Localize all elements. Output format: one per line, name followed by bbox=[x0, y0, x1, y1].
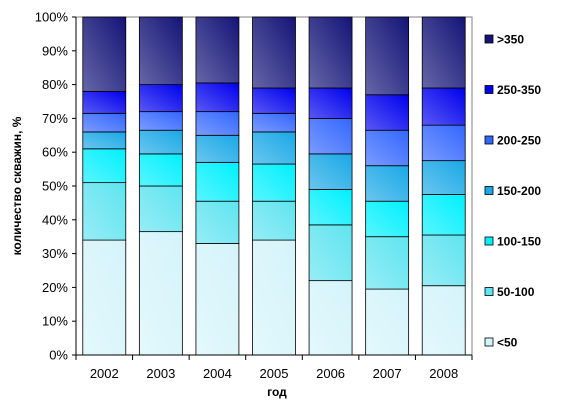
bar-2008-100-150 bbox=[421, 194, 466, 236]
x-tick-label: 2004 bbox=[203, 366, 232, 381]
bar-2002-<50 bbox=[82, 239, 127, 356]
bar-2002-250-350 bbox=[82, 90, 127, 114]
bar-2006-250-350 bbox=[308, 87, 353, 119]
legend-swatch bbox=[484, 337, 494, 347]
bar-2003-150-200 bbox=[138, 129, 183, 155]
bar-2003-250-350 bbox=[138, 84, 183, 113]
bar-2008->350 bbox=[421, 16, 466, 89]
bar-2008-250-350 bbox=[421, 87, 466, 126]
bar-2006-200-250 bbox=[308, 118, 353, 155]
y-tick-label: 50% bbox=[42, 179, 68, 194]
bar-2002-50-100 bbox=[82, 182, 127, 241]
bar-2007-100-150 bbox=[365, 200, 410, 238]
bar-2005->350 bbox=[252, 16, 296, 89]
bar-2002->350 bbox=[82, 16, 127, 92]
bar-2003-50-100 bbox=[138, 185, 183, 233]
bar-2003-100-150 bbox=[138, 153, 183, 187]
bar-2005-50-100 bbox=[252, 200, 296, 241]
bar-2007->350 bbox=[365, 16, 410, 96]
bar-2008-50-100 bbox=[421, 234, 466, 287]
bar-2007-<50 bbox=[365, 288, 410, 356]
bar-2004-<50 bbox=[195, 243, 240, 356]
bar-2004-200-250 bbox=[195, 111, 240, 136]
legend-label: 150-200 bbox=[497, 184, 541, 198]
x-axis-title: год bbox=[267, 385, 287, 399]
bar-2002-100-150 bbox=[82, 148, 127, 184]
y-tick-label: 70% bbox=[42, 111, 68, 126]
y-tick-label: 90% bbox=[42, 43, 68, 58]
x-axis: 2002 2003 2004 2005 2006 2007 2008 bbox=[75, 354, 473, 381]
x-tick-label: 2005 bbox=[260, 366, 289, 381]
bar-2002-200-250 bbox=[82, 112, 127, 133]
bar-2004-150-200 bbox=[195, 134, 240, 163]
bar-2007-50-100 bbox=[365, 236, 410, 290]
legend: >350 250-350 200-250 150-200 100-150 50-100 <5… bbox=[484, 33, 541, 350]
y-tick-label: 0% bbox=[49, 348, 68, 363]
bar-2004-50-100 bbox=[195, 200, 240, 244]
bar-2004->350 bbox=[195, 16, 240, 84]
y-tick-label: 10% bbox=[42, 314, 68, 329]
bar-2007-250-350 bbox=[365, 94, 410, 131]
x-tick-label: 2002 bbox=[90, 366, 119, 381]
bar-2003-<50 bbox=[138, 231, 183, 356]
legend-swatch bbox=[484, 34, 494, 44]
legend-label: 250-350 bbox=[497, 83, 541, 97]
legend-label: 100-150 bbox=[497, 235, 541, 249]
bar-2004-100-150 bbox=[195, 161, 240, 202]
bar-2006-150-200 bbox=[308, 153, 353, 190]
legend-label: <50 bbox=[497, 336, 518, 350]
bar-2008-<50 bbox=[421, 285, 466, 356]
legend-swatch bbox=[484, 287, 494, 296]
legend-swatch bbox=[484, 135, 494, 145]
bar-2004-250-350 bbox=[195, 82, 240, 113]
bar-2003->350 bbox=[138, 16, 183, 85]
bar-2007-200-250 bbox=[365, 129, 410, 167]
bar-2007-150-200 bbox=[365, 165, 410, 202]
y-axis: 0% 10% 20% 30% 40% 50% 60% 70% 80% 90% 100% bbox=[35, 10, 77, 363]
legend-label: 50-100 bbox=[497, 285, 535, 299]
bar-2005-200-250 bbox=[252, 112, 296, 133]
bar-2006-50-100 bbox=[308, 224, 353, 282]
y-tick-label: 80% bbox=[42, 77, 68, 92]
bar-2006-100-150 bbox=[308, 188, 353, 226]
y-axis-title: количество скважин, % bbox=[10, 116, 24, 255]
x-tick-label: 2006 bbox=[316, 366, 345, 381]
x-tick-label: 2003 bbox=[146, 366, 175, 381]
bar-2005-150-200 bbox=[252, 131, 296, 165]
y-tick-label: 30% bbox=[42, 246, 68, 261]
bar-2002-150-200 bbox=[82, 131, 127, 150]
y-tick-label: 40% bbox=[42, 212, 68, 227]
legend-label: 200-250 bbox=[497, 134, 541, 148]
legend-label: >350 bbox=[497, 33, 524, 47]
bar-2006->350 bbox=[308, 16, 353, 89]
bar-2003-200-250 bbox=[138, 111, 183, 131]
bar-2005-100-150 bbox=[252, 163, 296, 202]
bar-2008-200-250 bbox=[421, 124, 466, 162]
bar-2008-150-200 bbox=[421, 160, 466, 195]
y-tick-label: 20% bbox=[42, 280, 68, 295]
legend-swatch bbox=[484, 186, 494, 195]
x-tick-label: 2008 bbox=[429, 366, 458, 381]
bar-2005-250-350 bbox=[252, 87, 296, 114]
legend-swatch bbox=[484, 236, 494, 246]
legend-swatch bbox=[484, 85, 494, 94]
bar-2006-<50 bbox=[308, 280, 353, 356]
x-tick-label: 2007 bbox=[373, 366, 402, 381]
plot-area bbox=[75, 16, 473, 356]
y-tick-label: 60% bbox=[42, 145, 68, 160]
y-tick-label: 100% bbox=[35, 10, 69, 25]
bar-2005-<50 bbox=[252, 239, 296, 356]
